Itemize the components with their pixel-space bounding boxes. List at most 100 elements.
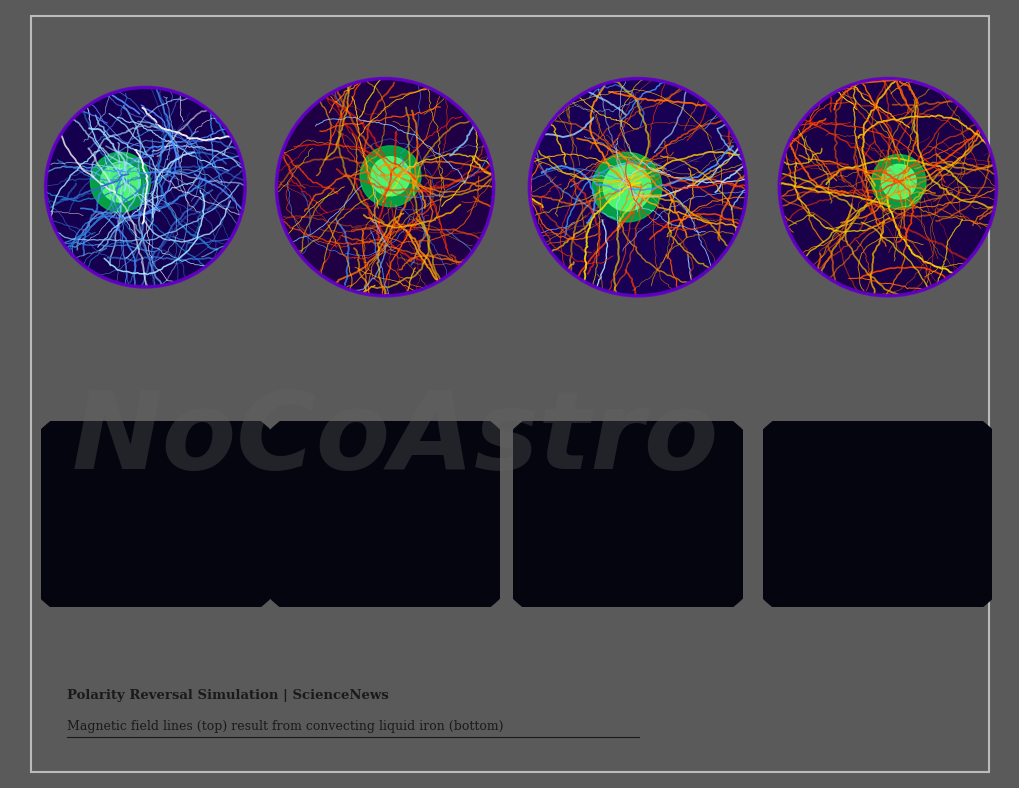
Ellipse shape [312, 433, 320, 484]
Ellipse shape [422, 472, 435, 548]
Ellipse shape [661, 526, 678, 578]
Ellipse shape [950, 466, 966, 552]
Ellipse shape [716, 422, 723, 488]
Ellipse shape [590, 458, 611, 568]
Ellipse shape [883, 448, 898, 482]
Circle shape [871, 154, 925, 209]
Circle shape [91, 152, 150, 212]
Text: NoCoAstro: NoCoAstro [71, 386, 718, 492]
Ellipse shape [122, 475, 133, 518]
Ellipse shape [337, 478, 353, 560]
Ellipse shape [695, 463, 714, 553]
Ellipse shape [476, 386, 779, 642]
Ellipse shape [786, 444, 803, 459]
Ellipse shape [823, 462, 842, 561]
Ellipse shape [937, 447, 951, 510]
Ellipse shape [455, 465, 473, 555]
Ellipse shape [875, 435, 883, 502]
Ellipse shape [911, 431, 929, 472]
Circle shape [100, 162, 141, 202]
Ellipse shape [219, 470, 242, 559]
Ellipse shape [410, 501, 422, 544]
Ellipse shape [304, 433, 314, 497]
Ellipse shape [406, 464, 426, 572]
Ellipse shape [915, 502, 925, 515]
Ellipse shape [668, 460, 692, 559]
Ellipse shape [648, 511, 667, 526]
Ellipse shape [359, 463, 374, 478]
Ellipse shape [377, 505, 401, 523]
Ellipse shape [927, 467, 950, 567]
Ellipse shape [932, 492, 944, 504]
Ellipse shape [210, 464, 224, 561]
Ellipse shape [643, 459, 663, 566]
Ellipse shape [578, 527, 594, 566]
Ellipse shape [286, 439, 483, 589]
Ellipse shape [60, 471, 70, 538]
Ellipse shape [607, 488, 623, 546]
Ellipse shape [844, 508, 851, 574]
Ellipse shape [230, 426, 239, 487]
Ellipse shape [635, 471, 646, 554]
Ellipse shape [592, 556, 603, 590]
Circle shape [360, 146, 421, 206]
Ellipse shape [908, 485, 922, 511]
Ellipse shape [842, 570, 860, 579]
Ellipse shape [343, 565, 355, 579]
Ellipse shape [534, 563, 544, 581]
Ellipse shape [902, 444, 920, 459]
Ellipse shape [849, 463, 870, 570]
Ellipse shape [668, 514, 685, 542]
Ellipse shape [192, 470, 216, 570]
Ellipse shape [726, 386, 1019, 642]
Ellipse shape [933, 465, 938, 512]
Ellipse shape [67, 468, 94, 568]
Ellipse shape [812, 472, 826, 552]
Ellipse shape [531, 530, 548, 570]
Ellipse shape [892, 466, 907, 513]
Ellipse shape [918, 471, 924, 511]
Ellipse shape [223, 442, 227, 478]
Ellipse shape [781, 508, 791, 537]
Circle shape [779, 79, 996, 296]
Circle shape [880, 165, 915, 199]
Ellipse shape [342, 522, 358, 578]
Ellipse shape [576, 451, 582, 488]
Ellipse shape [645, 429, 659, 477]
Ellipse shape [324, 460, 348, 571]
Ellipse shape [473, 545, 477, 605]
Ellipse shape [371, 500, 408, 528]
Ellipse shape [440, 548, 454, 601]
Ellipse shape [795, 459, 815, 556]
Ellipse shape [234, 517, 244, 543]
Ellipse shape [170, 532, 178, 556]
Ellipse shape [380, 466, 398, 569]
Ellipse shape [67, 459, 87, 489]
Ellipse shape [618, 465, 637, 564]
Ellipse shape [121, 471, 137, 507]
Ellipse shape [562, 483, 575, 501]
Ellipse shape [125, 474, 129, 493]
Circle shape [46, 87, 245, 287]
Ellipse shape [163, 463, 174, 567]
Ellipse shape [197, 460, 212, 515]
Ellipse shape [876, 466, 896, 569]
Ellipse shape [316, 523, 324, 545]
Ellipse shape [212, 560, 221, 571]
Ellipse shape [632, 485, 646, 545]
Circle shape [602, 163, 650, 211]
Ellipse shape [819, 474, 833, 533]
Ellipse shape [592, 444, 602, 470]
Ellipse shape [205, 496, 223, 509]
Ellipse shape [197, 451, 212, 467]
Ellipse shape [87, 454, 101, 564]
Ellipse shape [223, 448, 235, 463]
Ellipse shape [779, 439, 975, 589]
Ellipse shape [415, 515, 431, 564]
Ellipse shape [73, 531, 82, 597]
Ellipse shape [431, 473, 452, 570]
Ellipse shape [449, 485, 459, 533]
Ellipse shape [536, 465, 560, 562]
Ellipse shape [620, 478, 628, 533]
Ellipse shape [637, 556, 653, 590]
